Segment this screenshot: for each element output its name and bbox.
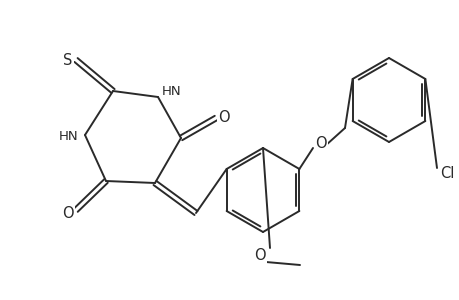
Text: O: O [254, 248, 265, 263]
Text: O: O [62, 206, 73, 221]
Text: HN: HN [59, 130, 78, 143]
Text: O: O [218, 110, 230, 125]
Text: HN: HN [162, 85, 181, 98]
Text: Cl: Cl [439, 166, 453, 181]
Text: S: S [63, 52, 73, 68]
Text: O: O [314, 136, 326, 152]
